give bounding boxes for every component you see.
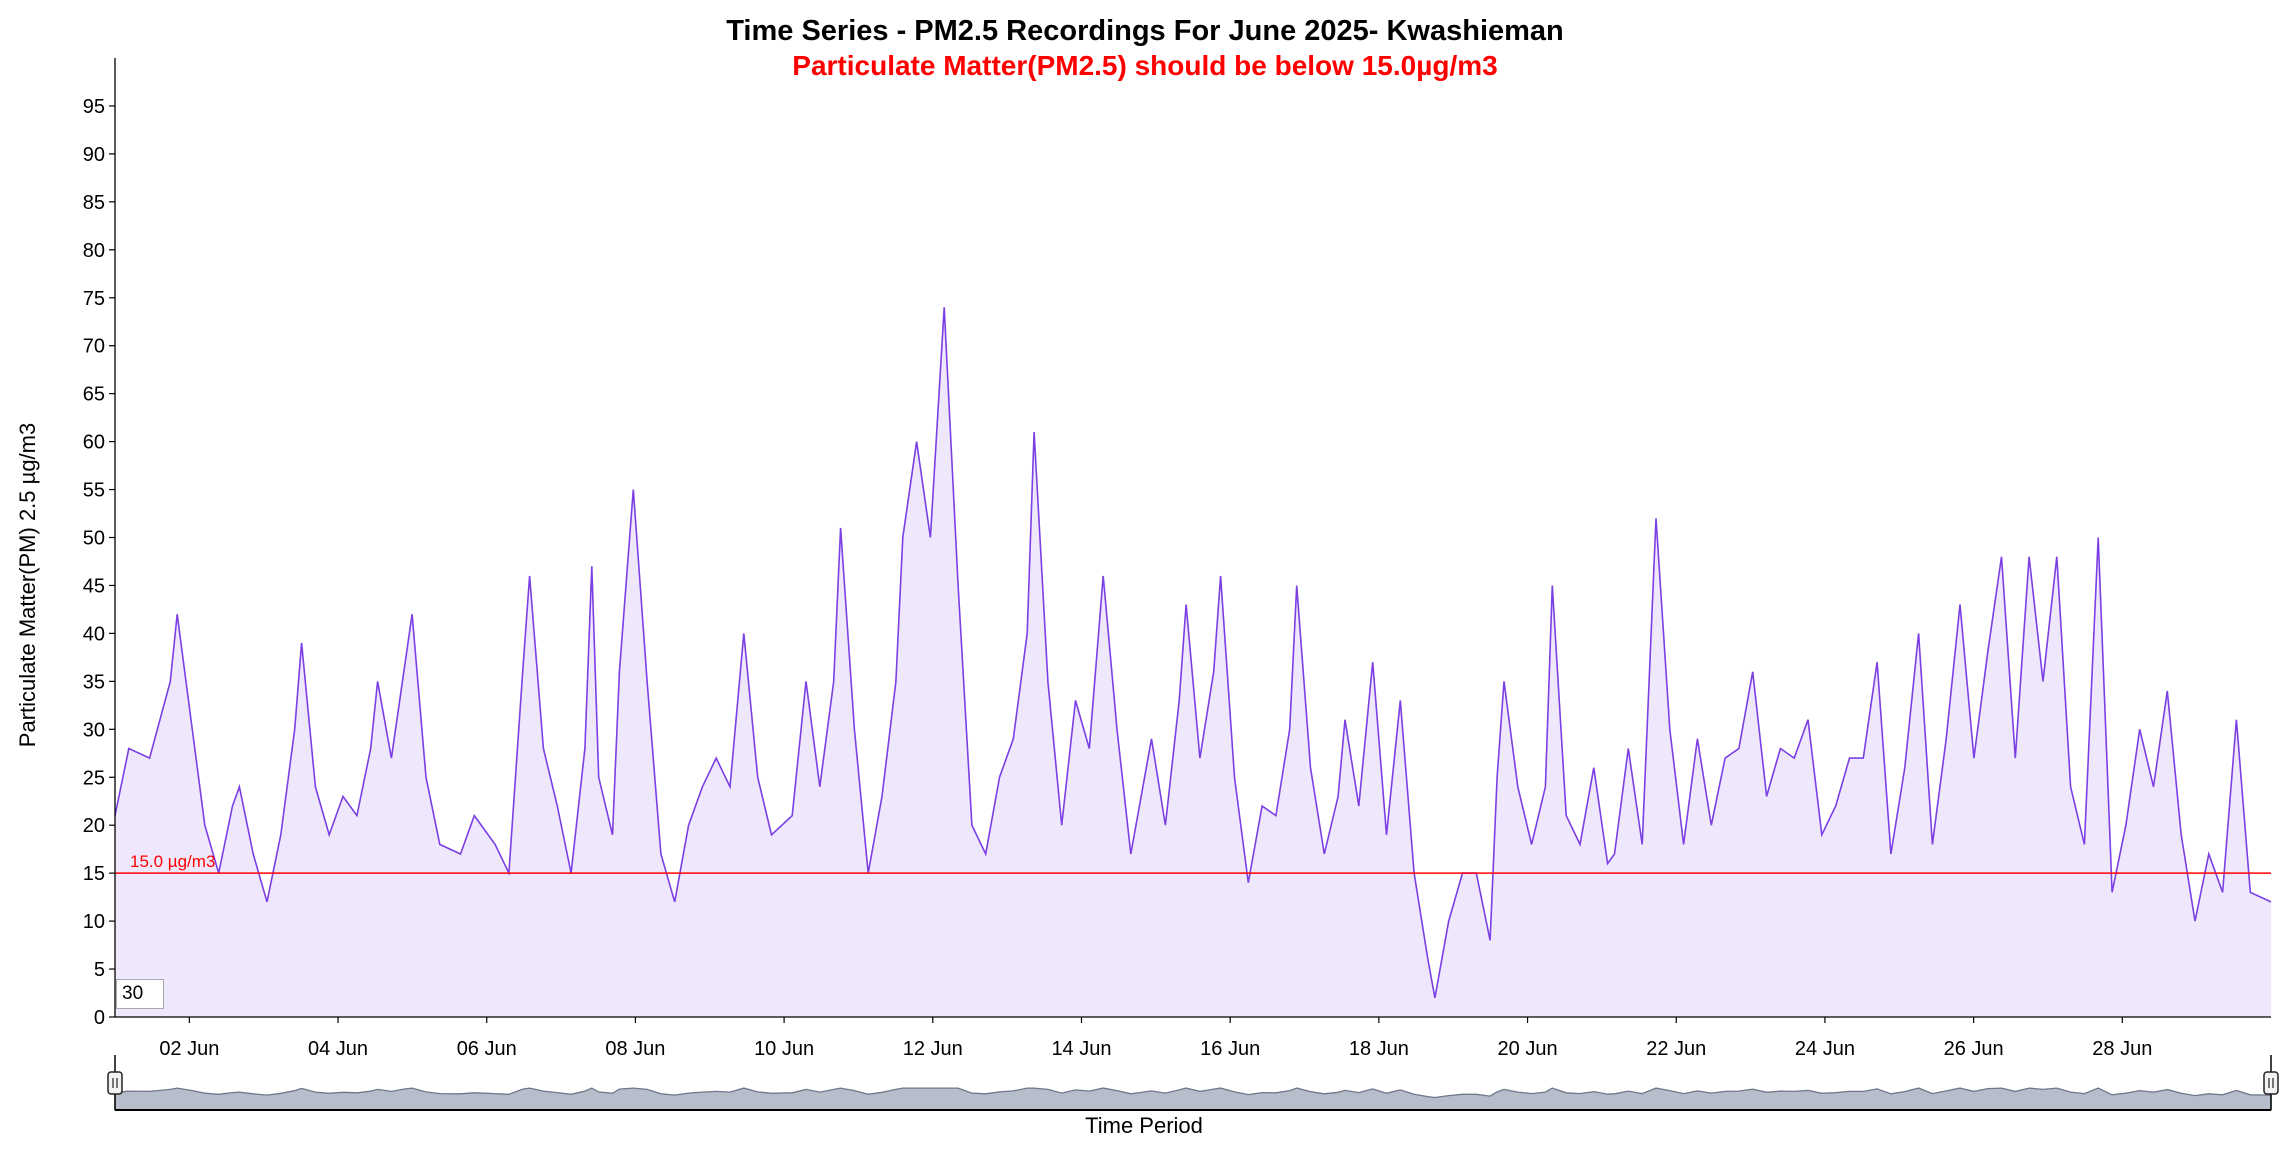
x-tick-label: 08 Jun [605,1038,665,1060]
x-tick-label: 22 Jun [1646,1038,1706,1060]
y-tick-label: 40 [83,623,105,645]
x-tick-label: 24 Jun [1795,1038,1855,1060]
x-tick-label: 14 Jun [1051,1038,1111,1060]
threshold-label: 15.0 µg/m3 [130,852,215,871]
plot-area: 15.0 µg/m3 [114,307,2272,1017]
x-tick-label: 18 Jun [1349,1038,1409,1060]
x-tick-label: 26 Jun [1944,1038,2004,1060]
rolling-period-input[interactable]: 30 [116,979,164,1009]
y-tick-label: 50 [83,528,105,550]
y-tick-label: 0 [94,1007,105,1029]
y-tick-label: 60 [83,432,105,454]
y-tick-label: 80 [83,240,105,262]
x-tick-label: 02 Jun [159,1038,219,1060]
y-tick-label: 30 [83,719,105,741]
y-tick-label: 95 [83,96,105,118]
series-line [114,307,2272,998]
y-tick-label: 5 [94,959,105,981]
y-axis: 0 5 10 15 20 25 30 35 40 45 50 55 60 65 70 75 80 85 90 95 [83,58,116,1029]
x-tick-label: 04 Jun [308,1038,368,1060]
y-tick-label: 15 [83,863,105,885]
x-tick-label: 10 Jun [754,1038,814,1060]
x-tick-label: 16 Jun [1200,1038,1260,1060]
y-axis-label: Particulate Matter(PM) 2.5 µg/m3 [15,423,40,747]
y-tick-label: 75 [83,288,105,310]
x-axis: 02 Jun 04 Jun 06 Jun 08 Jun 10 Jun 12 Jun 14 J… [115,1016,2271,1060]
y-tick-label: 90 [83,144,105,166]
range-selector-left-handle[interactable] [107,1071,123,1095]
range-selector-preview-area [114,1087,2272,1111]
y-tick-label: 85 [83,192,105,214]
x-tick-label: 06 Jun [457,1038,517,1060]
range-selector[interactable] [107,1055,2279,1111]
y-tick-label: 55 [83,480,105,502]
chart-title: Time Series - PM2.5 Recordings For June … [726,15,1564,47]
chart-titles: Time Series - PM2.5 Recordings For June … [726,15,1564,81]
range-selector-right-handle[interactable] [2263,1071,2279,1095]
y-tick-label: 65 [83,384,105,406]
x-tick-label: 12 Jun [903,1038,963,1060]
x-axis-label: Time Period [1085,1113,1203,1138]
x-tick-label: 28 Jun [2092,1038,2152,1060]
y-tick-label: 35 [83,671,105,693]
y-tick-label: 45 [83,575,105,597]
series-area-fill [115,307,2271,1017]
chart-subtitle: Particulate Matter(PM2.5) should be belo… [792,50,1497,81]
y-tick-label: 20 [83,815,105,837]
y-tick-label: 70 [83,336,105,358]
y-tick-label: 25 [83,767,105,789]
x-tick-label: 20 Jun [1498,1038,1558,1060]
y-tick-label: 10 [83,911,105,933]
